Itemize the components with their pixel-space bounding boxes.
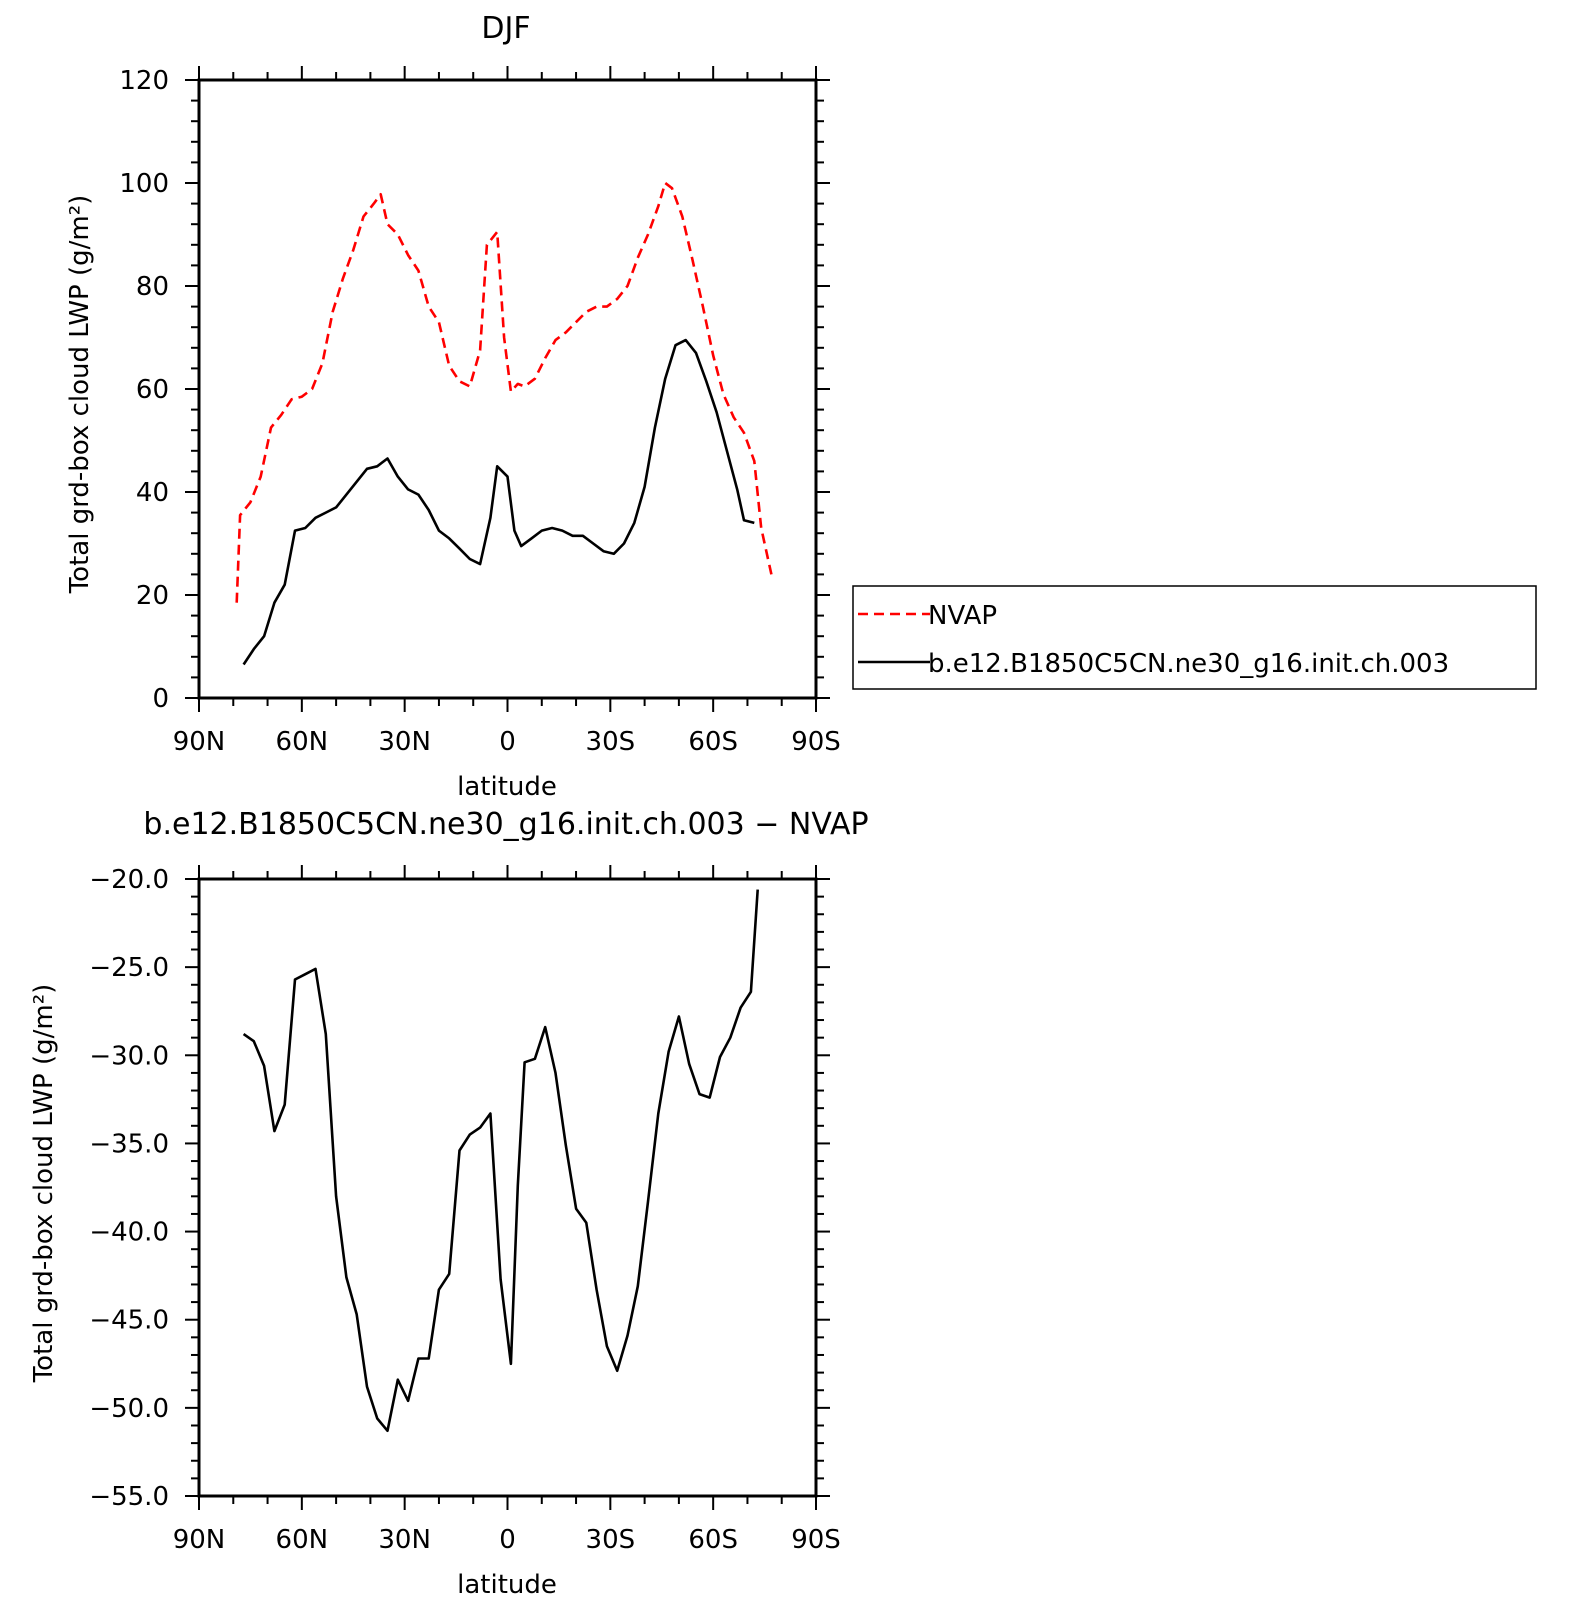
top-panel-y-tick-label: 20 (136, 581, 169, 611)
top-panel-series-line-b-e12-b1850c5cn-ne30-g16-init-ch-003 (242, 338, 755, 666)
top-panel-x-tick-label: 0 (499, 727, 516, 757)
top-panel-y-tick-label: 120 (119, 66, 169, 96)
bottom-panel-x-tick-label: 90N (173, 1525, 226, 1555)
bottom-panel-x-axis-label: latitude (457, 1570, 557, 1597)
top-panel-x-tick-label: 30N (378, 727, 431, 757)
top-panel-ticks: 90N 60N 30N 0 30S 60S 90S 0 20 40 60 80 100 120 (119, 66, 841, 757)
bottom-panel-y-tick-label: −25.0 (89, 953, 169, 983)
top-panel-x-tick-label: 90N (173, 727, 226, 757)
bottom-panel-title: b.e12.B1850C5CN.ne30_g16.init.ch.003 − N… (143, 807, 868, 842)
top-panel-y-tick-label: 0 (152, 684, 169, 714)
bottom-panel-y-tick-label: −50.0 (89, 1394, 169, 1424)
top-panel-x-tick-label: 30S (586, 727, 636, 757)
bottom-panel-y-tick-label: −45.0 (89, 1306, 169, 1336)
bottom-panel-ticks: 90N 60N 30N 0 30S 60S 90S −55.0 −50.0 −45.0 −40.0 −… (89, 865, 841, 1555)
top-panel-y-tick-label: 60 (136, 375, 169, 405)
top-panel-x-tick-label: 60S (688, 727, 738, 757)
top-panel-x-tick-label: 60N (276, 727, 329, 757)
bottom-panel-x-tick-label: 30N (378, 1525, 431, 1555)
legend-label-model: b.e12.B1850C5CN.ne30_g16.init.ch.003 (928, 649, 1449, 679)
top-panel-x-tick-label: 90S (791, 727, 841, 757)
top-panel-title: DJF (481, 11, 530, 46)
legend: NVAP b.e12.B1850C5CN.ne30_g16.init.ch.00… (852, 585, 1537, 690)
bottom-panel-y-tick-label: −30.0 (89, 1041, 169, 1071)
top-panel-series-line-nvap (235, 181, 773, 603)
bottom-panel-series-line-difference (242, 889, 759, 1433)
top-panel-y-tick-label: 40 (136, 478, 169, 508)
bottom-panel-series (242, 889, 759, 1433)
top-panel-y-tick-label: 80 (136, 272, 169, 302)
bottom-panel-x-tick-label: 0 (499, 1525, 516, 1555)
top-panel: DJF 90N 60N 30N 0 30S 60S 90S 0 20 40 60 80 100 120 l… (65, 11, 1537, 802)
bottom-panel-frame (197, 877, 818, 1498)
bottom-panel-x-tick-label: 30S (586, 1525, 636, 1555)
legend-box (852, 585, 1537, 690)
bottom-panel-y-tick-label: −40.0 (89, 1218, 169, 1248)
top-panel-series (235, 181, 773, 666)
top-panel-x-axis-label: latitude (457, 772, 557, 802)
bottom-panel-x-tick-label: 60S (688, 1525, 738, 1555)
bottom-panel-y-tick-label: −35.0 (89, 1129, 169, 1159)
top-panel-frame (197, 78, 818, 700)
bottom-panel-y-tick-label: −20.0 (89, 865, 169, 895)
top-panel-y-axis-label: Total grd-box cloud LWP (g/m²) (65, 195, 95, 595)
top-panel-y-tick-label: 100 (119, 169, 169, 199)
bottom-panel-y-tick-label: −55.0 (89, 1482, 169, 1512)
bottom-panel-x-tick-label: 90S (791, 1525, 841, 1555)
bottom-panel: b.e12.B1850C5CN.ne30_g16.init.ch.003 − N… (29, 807, 869, 1597)
bottom-panel-y-axis-label: Total grd-box cloud LWP (g/m²) (29, 984, 59, 1384)
bottom-panel-x-tick-label: 60N (276, 1525, 329, 1555)
legend-label-nvap: NVAP (928, 601, 997, 631)
